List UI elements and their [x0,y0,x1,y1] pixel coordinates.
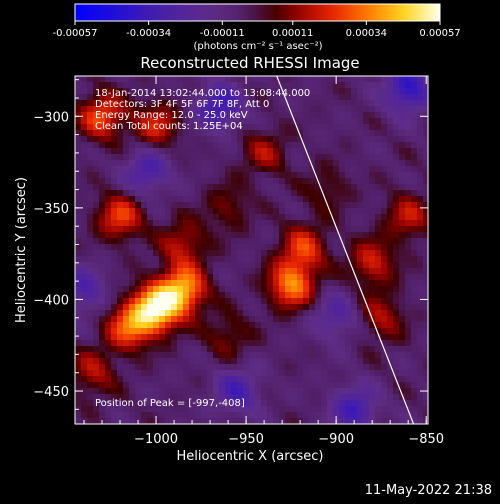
annotation-line: Detectors: 3F 4F 5F 6F 7F 8F, Att 0 [95,99,269,110]
solar-limb-line [276,76,415,424]
annotation-line: 18-Jan-2014 13:02:44.000 to 13:08:44.000 [95,88,310,99]
annotations: 18-Jan-2014 13:02:44.000 to 13:08:44.000… [95,88,310,132]
y-axis-label: Heliocentric Y (arcsec) [14,177,29,323]
axes: −1000 −950 −900 −850 −450 −400 −350 −300 [33,75,444,447]
y-tick-label: −450 [33,385,69,400]
colorbar-tick-label: 0.00011 [272,28,313,39]
colorbar-gradient [74,3,441,22]
colorbar-tick-label: -0.00011 [200,28,245,39]
x-tick-label: −1000 [134,432,178,447]
x-tick-label: −850 [408,432,444,447]
y-tick-label: −300 [33,110,69,125]
peak-position-label: Position of Peak = [-997,-408] [95,398,245,409]
footer-timestamp: 11-May-2022 21:38 [364,483,492,498]
colorbar-units: (photons cm⁻² s⁻¹ asec⁻²) [193,41,322,52]
plot-area [75,76,428,424]
y-tick-label: −400 [33,293,69,308]
colorbar: -0.00057 -0.00034 -0.00011 0.00011 0.00034 0.… [53,3,461,39]
x-axis-label: Heliocentric X (arcsec) [177,449,324,464]
colorbar-tick-label: -0.00057 [53,28,98,39]
annotation-line: Energy Range: 12.0 - 25.0 keV [95,110,248,121]
x-tick-label: −950 [228,432,264,447]
colorbar-tick-label: 0.00034 [346,28,387,39]
y-tick-label: −350 [33,202,69,217]
heatmap-image [75,76,428,424]
x-tick-label: −900 [318,432,354,447]
chart-title: Reconstructed RHESSI Image [140,54,359,72]
colorbar-tick-label: 0.00057 [419,28,460,39]
annotation-line: Clean Total counts: 1.25E+04 [95,121,243,132]
colorbar-tick-label: -0.00034 [126,28,171,39]
plot-frame [74,75,429,425]
